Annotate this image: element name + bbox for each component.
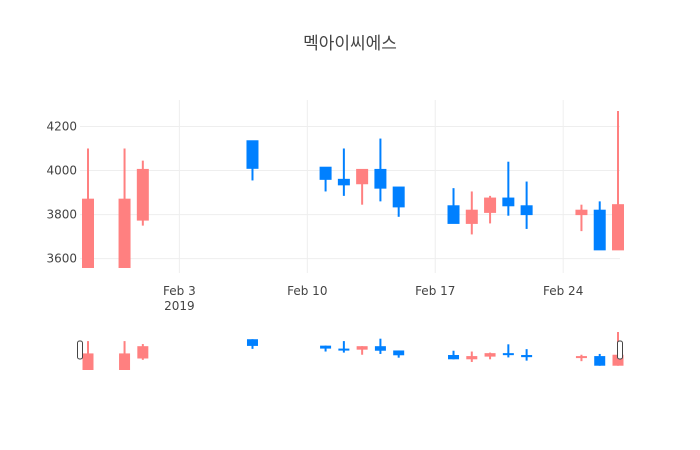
candles: [82, 111, 624, 268]
slider-candle: [246, 339, 258, 349]
range-slider-right-handle[interactable]: [617, 340, 623, 360]
chart-title: 멕아이씨에스: [303, 34, 397, 54]
slider-candle: [448, 350, 460, 360]
slider-candle-body: [119, 353, 131, 370]
candle: [337, 148, 350, 196]
candle: [82, 148, 94, 268]
candle: [612, 111, 624, 251]
slider-candle-body: [502, 353, 514, 356]
slider-candle: [521, 349, 533, 361]
y-tick-label: 4000: [46, 164, 77, 178]
y-tick-label: 3800: [46, 208, 77, 222]
slider-candle-body: [338, 348, 350, 351]
candle: [465, 191, 478, 235]
slider-candle-body: [484, 353, 496, 357]
range-slider-left-handle[interactable]: [77, 340, 83, 360]
x-tick-label: Feb 24: [543, 284, 583, 298]
y-axis: 3600 3800 4000 4200: [46, 119, 77, 265]
x-tick-label: Feb 3: [163, 284, 196, 298]
slider-candle-body: [521, 355, 533, 358]
slider-candle: [119, 341, 131, 370]
slider-candle-body: [448, 355, 460, 360]
slider-candle-body: [137, 346, 149, 359]
x-tick-sublabel: 2019: [164, 299, 195, 313]
slider-candle: [502, 344, 514, 358]
candle-body: [502, 197, 515, 207]
candle: [356, 168, 369, 205]
x-tick-label: Feb 10: [287, 284, 327, 298]
slider-candle: [338, 341, 350, 353]
slider-candle: [137, 344, 149, 360]
candle: [246, 140, 259, 181]
candle: [484, 195, 497, 224]
candle: [447, 188, 460, 224]
candle-body: [593, 209, 606, 251]
slider-candle: [393, 350, 405, 358]
candle-body: [118, 198, 131, 268]
candle: [319, 166, 332, 192]
candle: [575, 204, 588, 232]
candle-body: [520, 205, 533, 216]
candle-body: [575, 209, 588, 216]
candle-body: [484, 197, 497, 213]
y-tick-label: 3600: [46, 252, 77, 266]
slider-candle: [374, 338, 386, 354]
slider-candle: [594, 353, 606, 366]
candle: [392, 186, 405, 217]
slider-candle-body: [575, 356, 587, 359]
slider-candle-body: [246, 339, 258, 346]
candle: [374, 138, 387, 202]
candle-body: [136, 168, 149, 221]
candle-body: [246, 140, 259, 169]
slider-candle-body: [594, 356, 606, 366]
slider-candle-body: [356, 346, 368, 350]
range-slider[interactable]: [77, 332, 624, 370]
candle: [593, 201, 606, 251]
slider-candle: [82, 341, 94, 370]
candle-body: [356, 168, 369, 185]
candle-body: [465, 209, 478, 224]
candle-body: [319, 166, 332, 180]
candle: [136, 160, 149, 226]
slider-candle-body: [82, 353, 94, 370]
slider-candle-body: [466, 356, 478, 360]
candle-body: [447, 205, 460, 224]
y-tick-label: 4200: [46, 119, 77, 133]
slider-candle: [484, 352, 496, 360]
slider-candle-body: [612, 354, 624, 366]
slider-candle-body: [374, 346, 386, 351]
slider-candle: [356, 346, 368, 355]
candle: [118, 148, 131, 268]
candle: [502, 161, 515, 216]
slider-candle-body: [320, 345, 332, 349]
candle-body: [612, 204, 624, 251]
x-tick-label: Feb 17: [415, 284, 455, 298]
slider-candle-body: [393, 350, 405, 356]
candle-body: [374, 168, 387, 189]
candle-body: [337, 178, 350, 186]
candle-body: [392, 186, 405, 208]
slider-candle: [466, 351, 478, 362]
candle: [520, 181, 533, 229]
slider-candle: [320, 345, 332, 352]
slider-candle: [575, 354, 587, 362]
grid: [80, 100, 620, 273]
candle-body: [82, 198, 94, 268]
